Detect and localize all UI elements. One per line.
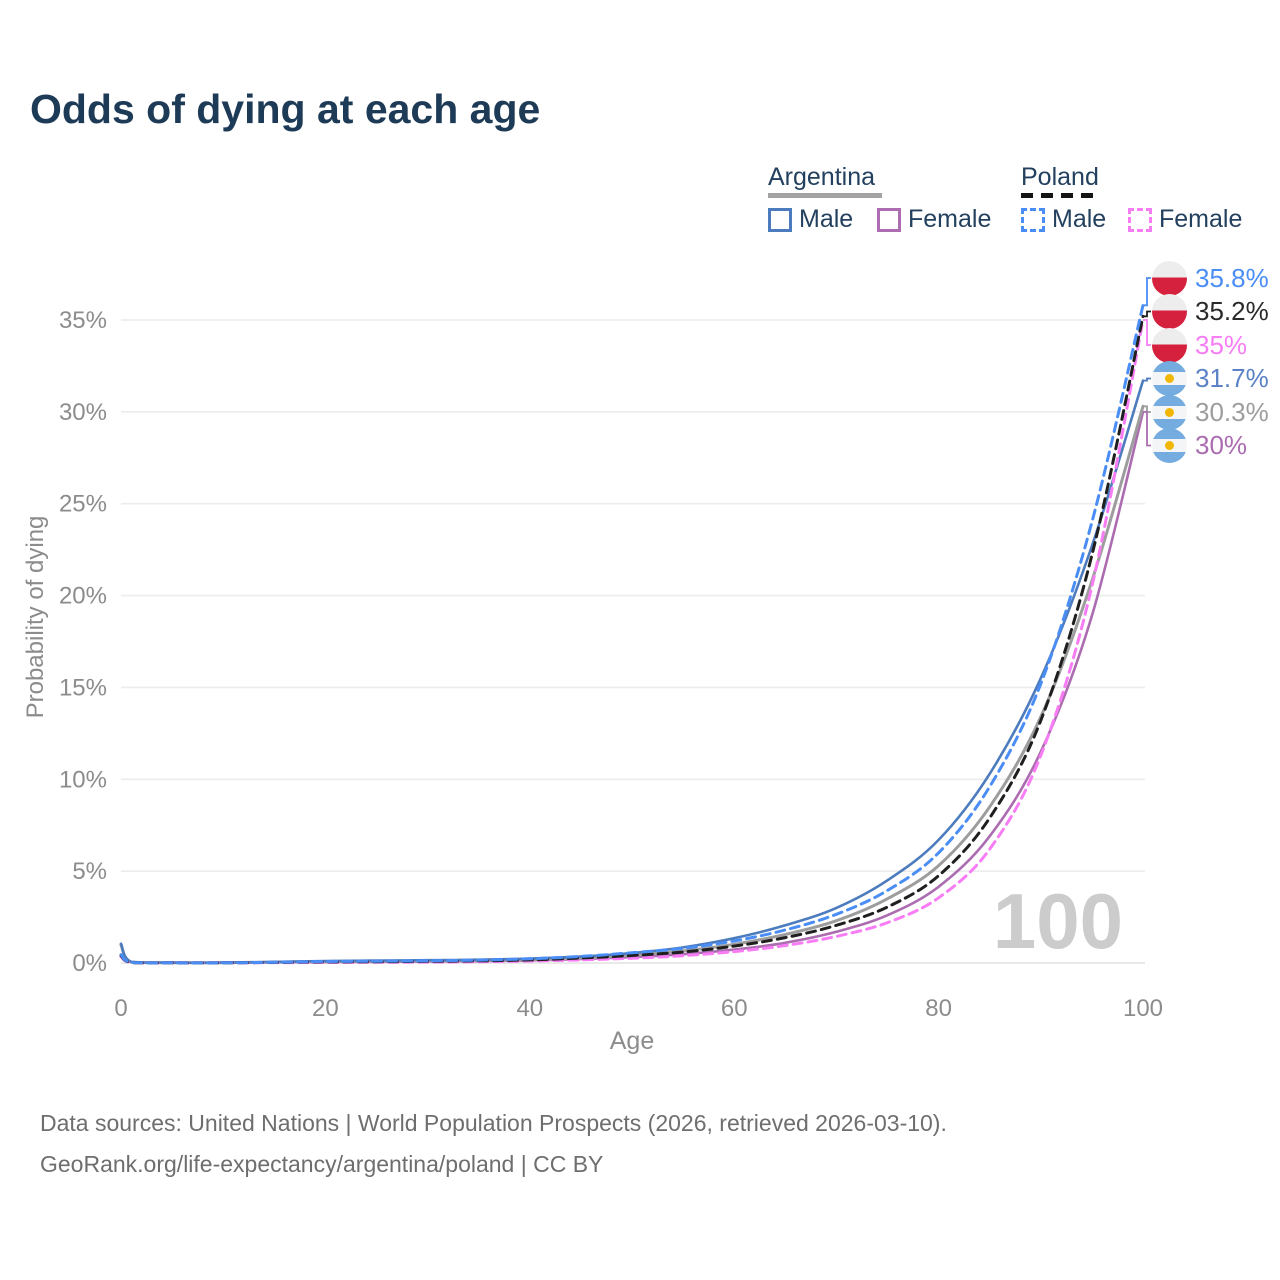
end-label-connectors: [1143, 277, 1151, 447]
argentina-female-checkbox[interactable]: [877, 207, 901, 232]
gridlines: [121, 319, 1145, 964]
poland-flag-icon: [1152, 260, 1187, 296]
page-title: Odds of dying at each age: [30, 86, 541, 132]
sun-icon: [1165, 407, 1174, 417]
y-tick-0: 0%: [72, 950, 107, 977]
x-tick-80: 80: [925, 995, 952, 1022]
end-label-argentina-total: 30.3%: [1152, 394, 1269, 430]
argentina-flag-icon: [1152, 428, 1187, 463]
end-value-poland-male: 35.8%: [1195, 262, 1269, 293]
x-tick-0: 0: [114, 995, 127, 1022]
y-tick-25: 25%: [59, 491, 107, 518]
connector-argentina-total: [1143, 405, 1151, 413]
end-label-argentina-female: 30%: [1152, 428, 1247, 464]
poland-female-checkbox[interactable]: [1128, 207, 1152, 232]
sun-icon: [1165, 374, 1174, 383]
y-tick-30: 30%: [59, 399, 107, 426]
poland-dashed-line-sample: [1021, 193, 1099, 198]
end-label-poland-female: 35%: [1152, 327, 1247, 363]
legend-item-poland-male[interactable]: Male: [1021, 205, 1106, 234]
end-label-argentina-male: 31.7%: [1152, 361, 1269, 397]
argentina-flag-icon: [1152, 361, 1187, 396]
legend-label: Female: [1159, 205, 1243, 233]
y-tick-10: 10%: [59, 766, 107, 793]
end-value-argentina-total: 30.3%: [1195, 396, 1269, 427]
poland-male-checkbox[interactable]: [1021, 207, 1045, 232]
series-line-argentina-total[interactable]: [119, 404, 1145, 965]
end-value-argentina-female: 30%: [1195, 430, 1248, 460]
y-axis-title: Probability of dying: [22, 516, 49, 719]
y-tick-20: 20%: [59, 583, 107, 610]
series-lines: [119, 303, 1145, 965]
argentina-solid-line-sample: [768, 193, 882, 198]
y-tick-35: 35%: [59, 307, 107, 334]
series-line-poland-total[interactable]: [119, 314, 1145, 965]
connector-argentina-male: [1143, 377, 1151, 382]
argentina-flag-icon: [1152, 394, 1187, 430]
poland-flag-icon: [1152, 327, 1187, 363]
legend-label: Male: [1052, 205, 1107, 233]
legend-country-poland: Poland: [1021, 163, 1099, 191]
y-axis-tick-labels: 0% 5% 10% 15% 20% 25% 30% 35%: [59, 307, 107, 977]
end-value-poland-total: 35.2%: [1195, 296, 1269, 326]
y-tick-5: 5%: [72, 858, 107, 885]
connector-argentina-female: [1143, 411, 1151, 447]
connector-poland-male: [1143, 277, 1151, 307]
data-source-line: Data sources: United Nations | World Pop…: [40, 1110, 947, 1136]
connector-poland-female: [1143, 319, 1151, 346]
argentina-male-checkbox[interactable]: [768, 207, 792, 232]
legend-item-argentina-female[interactable]: Female: [877, 205, 991, 234]
legend-country-argentina: Argentina: [768, 163, 876, 191]
x-axis-tick-labels: 0 20 40 60 80 100: [114, 995, 1163, 1022]
series-line-poland-female[interactable]: [119, 318, 1145, 965]
end-label-poland-total: 35.2%: [1152, 294, 1269, 330]
legend-item-poland-female[interactable]: Female: [1128, 205, 1242, 234]
end-label-poland-male: 35.8%: [1152, 260, 1269, 296]
legend-item-argentina-male[interactable]: Male: [768, 205, 853, 234]
poland-flag-icon: [1152, 294, 1187, 329]
series-line-poland-male[interactable]: [119, 303, 1145, 965]
end-value-argentina-male: 31.7%: [1195, 363, 1269, 393]
connector-poland-total: [1143, 310, 1151, 318]
y-tick-15: 15%: [59, 674, 107, 701]
x-tick-100: 100: [1123, 995, 1163, 1022]
series-line-argentina-male[interactable]: [119, 379, 1145, 965]
age-watermark: 100: [993, 877, 1123, 965]
sun-icon: [1165, 441, 1174, 450]
legend-label: Male: [799, 205, 854, 233]
end-value-poland-female: 35%: [1195, 329, 1248, 360]
x-axis-title: Age: [610, 1027, 654, 1055]
x-tick-40: 40: [516, 995, 543, 1022]
x-tick-20: 20: [312, 995, 339, 1022]
attribution-line: GeoRank.org/life-expectancy/argentina/po…: [40, 1151, 604, 1177]
x-tick-60: 60: [721, 995, 748, 1022]
legend-label: Female: [908, 205, 992, 233]
